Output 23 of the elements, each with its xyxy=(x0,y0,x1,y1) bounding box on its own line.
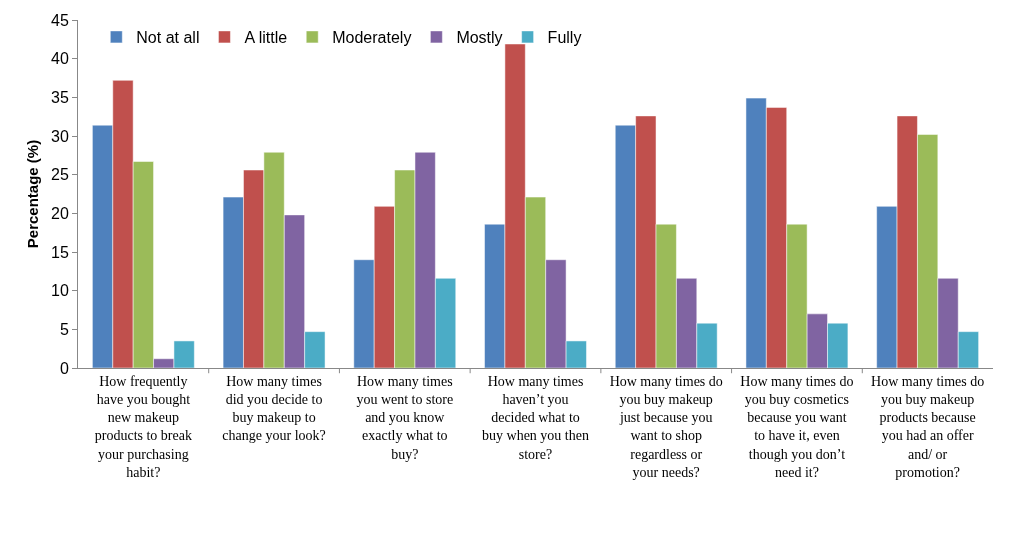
x-tick-label: How frequently have you bought new makeup products to break your purchasing habit? xyxy=(94,373,192,480)
legend-label: Moderately xyxy=(332,29,412,47)
legend-label: A little xyxy=(244,29,288,47)
y-tick-label: 35 xyxy=(51,88,69,106)
x-tick-label: How many times do you buy makeup products because you had an offer and/ or promotion? xyxy=(871,373,985,480)
x-tick-label: How many times did you decide to buy makeup to change your look? xyxy=(222,373,326,444)
legend-label: Fully xyxy=(547,29,582,47)
x-tick-label: How many times you went to store and you know exactly what to buy? xyxy=(356,373,454,462)
y-axis-title: Percentage (%) xyxy=(24,139,42,249)
y-tick-label: 5 xyxy=(59,320,69,338)
x-tick-label: How many times haven’t you decided what to buy when you then store? xyxy=(482,373,589,462)
y-tick-label: 10 xyxy=(51,282,69,300)
y-tick-label: 40 xyxy=(51,50,69,68)
legend-label: Not at all xyxy=(136,29,200,47)
x-tick-label: How many times do you buy makeup just because you want to shop regardless or your needs? xyxy=(609,373,723,480)
legend-label: Mostly xyxy=(456,29,503,47)
y-tick-label: 45 xyxy=(51,11,69,29)
y-tick-label: 25 xyxy=(51,166,69,184)
y-tick-label: 0 xyxy=(59,359,69,377)
y-tick-label: 15 xyxy=(51,243,69,261)
y-tick-label: 20 xyxy=(51,204,69,222)
y-tick-label: 30 xyxy=(51,127,69,145)
x-tick-label: How many times do you buy cosmetics because you want to have it, even though you don’t need it? xyxy=(740,373,854,480)
